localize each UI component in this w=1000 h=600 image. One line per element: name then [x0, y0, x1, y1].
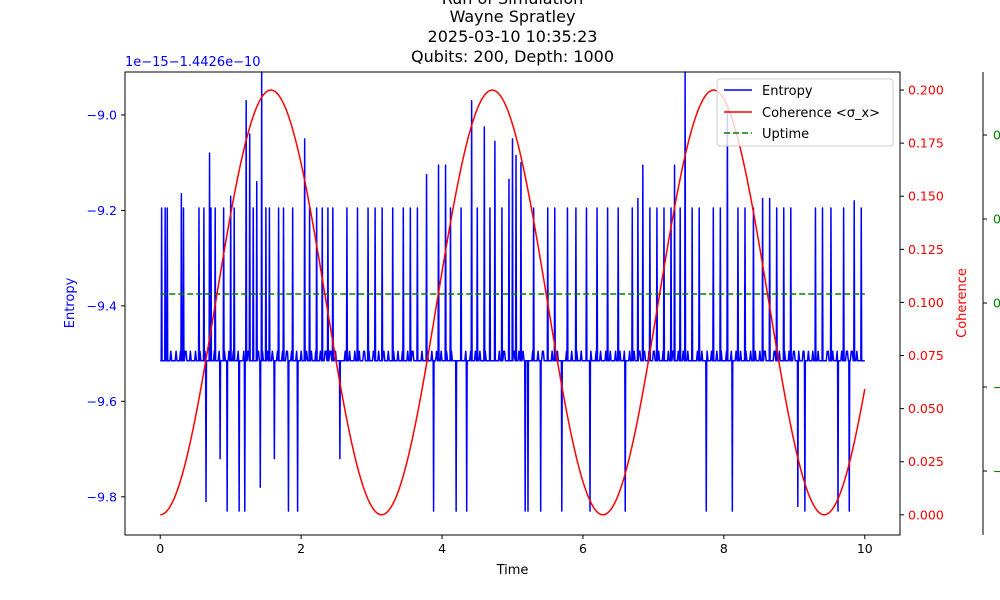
x-tick-label: 10: [857, 541, 873, 556]
coherence-tick-label: 0.000: [908, 507, 944, 522]
coherence-tick-label: 0.075: [908, 348, 944, 363]
plot-frame: [124, 71, 901, 536]
x-tick-label: 2: [297, 541, 305, 556]
coherence-tick-label: 0.050: [908, 401, 944, 416]
entropy-axis-ticks: −9.8 −9.6 −9.4 −9.2 −9.0: [87, 107, 125, 504]
x-tick-label: 0: [156, 541, 164, 556]
coherence-tick-label: 0.150: [908, 189, 944, 204]
chart-title-line-3: 2025-03-10 10:35:23: [427, 27, 598, 46]
coherence-axis-label: Coherence: [955, 268, 970, 338]
uptime-tick-label: 0: [993, 212, 1000, 227]
uptime-tick-label: −: [993, 464, 1000, 479]
entropy-tick-label: −9.0: [87, 107, 117, 122]
legend-uptime-label: Uptime: [762, 127, 809, 142]
legend-entropy-label: Entropy: [762, 84, 813, 99]
entropy-axis-offset-text: 1e−15−1.4426e−10: [125, 55, 261, 70]
legend-box: [716, 78, 894, 147]
legend: Entropy Coherence <σ_x> Uptime: [716, 78, 894, 147]
entropy-axis-label: Entropy: [63, 277, 78, 328]
chart-title-line-4: Qubits: 200, Depth: 1000: [410, 47, 615, 66]
coherence-axis-ticks: 0.000 0.025 0.050 0.075 0.100 0.125 0.150 0.175…: [900, 83, 944, 522]
entropy-tick-label: −9.2: [87, 203, 117, 218]
entropy-tick-label: −9.4: [87, 298, 117, 313]
entropy-tick-label: −9.8: [87, 489, 117, 504]
uptime-tick-label: 0: [993, 296, 1000, 311]
chart-title-line-1: Run of Simulation: [125, 0, 900, 8]
coherence-tick-label: 0.175: [908, 136, 944, 151]
entropy-series-line: [160, 71, 865, 512]
coherence-tick-label: 0.025: [908, 454, 944, 469]
uptime-axis: 0 0 0 − −: [982, 72, 1000, 535]
x-axis-ticks: 0 2 4 6 8 10: [156, 535, 873, 556]
x-tick-label: 8: [720, 541, 728, 556]
uptime-tick-label: 0: [993, 128, 1000, 143]
coherence-tick-label: 0.125: [908, 242, 944, 257]
coherence-tick-label: 0.200: [908, 83, 944, 98]
coherence-tick-label: 0.100: [908, 295, 944, 310]
coherence-series-line: [160, 89, 866, 516]
x-tick-label: 6: [579, 541, 587, 556]
plot-content: [160, 71, 866, 516]
chart-title-line-2: Wayne Spratley: [449, 7, 576, 26]
uptime-tick-label: −: [993, 380, 1000, 395]
entropy-tick-label: −9.6: [87, 394, 117, 409]
legend-coherence-label: Coherence <σ_x>: [762, 106, 880, 121]
x-axis-label: Time: [496, 563, 529, 578]
x-tick-label: 4: [438, 541, 446, 556]
